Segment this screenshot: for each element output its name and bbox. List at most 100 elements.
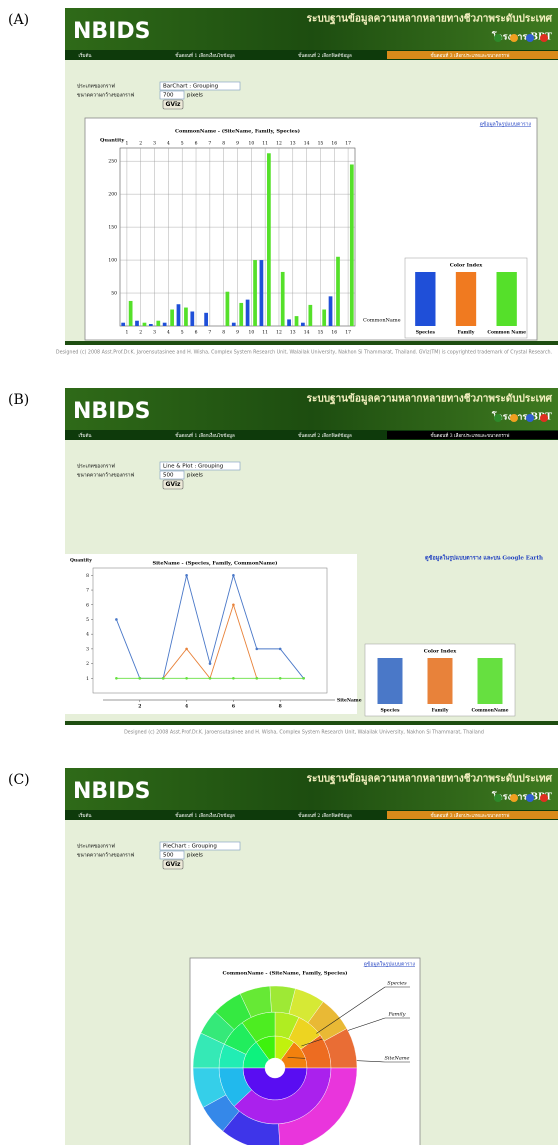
y-tick-label: 8 bbox=[86, 573, 89, 579]
legend-title: Color Index bbox=[424, 649, 458, 655]
x-tick-label-top: 13 bbox=[290, 141, 296, 147]
nav-tab[interactable]: ขั้นตอนที่ 3 เลือกประเภทและขนาดกราฟ bbox=[431, 812, 510, 819]
nav-tab[interactable]: เริ่มต้น bbox=[79, 52, 92, 59]
panel-label: (B) bbox=[8, 392, 29, 408]
line-point bbox=[185, 677, 188, 680]
nav-tab[interactable]: ขั้นตอนที่ 3 เลือกประเภทและขนาดกราฟ bbox=[431, 52, 510, 59]
y-axis-label: Quantity bbox=[100, 138, 125, 144]
line-point bbox=[279, 677, 282, 680]
x-tick-label-top: 11 bbox=[262, 141, 268, 147]
size-unit: pixels bbox=[187, 473, 203, 479]
footer: Designed (c) 2008 Asst.Prof.Dr.K. Jaroen… bbox=[124, 730, 484, 736]
size-unit: pixels bbox=[187, 93, 203, 99]
bar bbox=[156, 321, 160, 326]
nav-tab[interactable]: ขั้นตอนที่ 1 เลือกเงื่อนไขข้อมูล bbox=[175, 52, 235, 59]
header-icon bbox=[494, 414, 502, 422]
bar bbox=[350, 164, 354, 326]
y-tick-label: 50 bbox=[111, 291, 117, 297]
x-tick-label: 2 bbox=[138, 704, 141, 710]
x-tick-label-top: 10 bbox=[248, 141, 254, 147]
x-tick-label-top: 6 bbox=[195, 141, 198, 147]
x-tick-label-top: 9 bbox=[236, 141, 239, 147]
nav-tab[interactable]: ขั้นตอนที่ 1 เลือกเงื่อนไขข้อมูล bbox=[175, 432, 235, 439]
site-title: ระบบฐานข้อมูลความหลากหลายทางชีวภาพระดับป… bbox=[307, 393, 553, 406]
x-tick-label: 5 bbox=[181, 330, 184, 336]
x-tick-label: 14 bbox=[304, 330, 310, 336]
line-point bbox=[209, 677, 212, 680]
x-tick-label: 6 bbox=[195, 330, 198, 336]
x-tick-label: 9 bbox=[236, 330, 239, 336]
form-label: ประเภทของกราฟ bbox=[77, 844, 115, 850]
bar bbox=[322, 310, 326, 326]
legend-swatch bbox=[428, 658, 453, 704]
header-icon bbox=[510, 34, 518, 42]
y-tick-label: 7 bbox=[86, 588, 89, 594]
x-tick-label-top: 12 bbox=[276, 141, 282, 147]
header-icon bbox=[494, 794, 502, 802]
legend-swatch bbox=[415, 272, 435, 326]
nav-tab[interactable]: ขั้นตอนที่ 2 เลือกฟิลด์ข้อมูล bbox=[298, 432, 352, 439]
site-title: ระบบฐานข้อมูลความหลากหลายทางชีวภาพระดับป… bbox=[307, 13, 553, 26]
nav-tab[interactable]: ขั้นตอนที่ 3 เลือกประเภทและขนาดกราฟ bbox=[431, 432, 510, 439]
x-tick-label: 17 bbox=[345, 330, 351, 336]
x-tick-label: 6 bbox=[232, 704, 235, 710]
header-icon bbox=[526, 414, 534, 422]
nav-tab[interactable]: ขั้นตอนที่ 2 เลือกฟิลด์ข้อมูล bbox=[298, 812, 352, 819]
size-value: 500 bbox=[163, 853, 174, 859]
panel-label: (A) bbox=[8, 12, 29, 28]
x-tick-label-top: 17 bbox=[345, 141, 351, 147]
nav-tab[interactable]: ขั้นตอนที่ 1 เลือกเงื่อนไขข้อมูล bbox=[175, 812, 235, 819]
bar bbox=[301, 323, 305, 326]
bar bbox=[246, 300, 250, 326]
bar bbox=[329, 296, 333, 326]
x-tick-label: 2 bbox=[139, 330, 142, 336]
bar bbox=[226, 292, 230, 326]
form-label: ขนาดความกว้างของกราฟ bbox=[77, 92, 135, 99]
bar bbox=[336, 257, 340, 326]
nav-tab[interactable]: ขั้นตอนที่ 2 เลือกฟิลด์ข้อมูล bbox=[298, 52, 352, 59]
bar bbox=[253, 260, 257, 326]
y-tick-label: 2 bbox=[86, 661, 89, 667]
bar bbox=[267, 153, 271, 326]
x-tick-label: 1 bbox=[125, 330, 128, 336]
chart-title: SiteName - (Species, Family, CommonName) bbox=[153, 560, 278, 567]
table-link[interactable]: ดูข้อมูลในรูปแบบตาราง bbox=[480, 121, 532, 128]
form-label: ขนาดความกว้างของกราฟ bbox=[77, 852, 135, 859]
legend-swatch bbox=[378, 658, 403, 704]
bar bbox=[149, 324, 153, 326]
bar bbox=[184, 308, 188, 326]
legend-title: Color Index bbox=[450, 263, 484, 269]
x-tick-label: 10 bbox=[248, 330, 254, 336]
legend-label: CommonName bbox=[471, 708, 508, 714]
header-icon bbox=[526, 34, 534, 42]
y-tick-label: 250 bbox=[108, 159, 117, 165]
bar bbox=[287, 319, 291, 326]
bar bbox=[260, 260, 264, 326]
x-tick-label-top: 8 bbox=[222, 141, 225, 147]
line-point bbox=[279, 648, 282, 651]
table-link[interactable]: ดูข้อมูลในรูปแบบตาราง bbox=[364, 961, 416, 968]
nav-tab[interactable]: เริ่มต้น bbox=[79, 812, 92, 819]
legend-swatch bbox=[478, 658, 503, 704]
screenshot: NBIDSระบบฐานข้อมูลความหลากหลายทางชีวภาพร… bbox=[65, 388, 558, 725]
gviz-label: GViz bbox=[165, 861, 181, 868]
x-tick-label-top: 3 bbox=[153, 141, 156, 147]
header-icon bbox=[526, 794, 534, 802]
legend-swatch bbox=[497, 272, 517, 326]
site-title: ระบบฐานข้อมูลความหลากหลายทางชีวภาพระดับป… bbox=[307, 773, 553, 786]
x-tick-label: 16 bbox=[331, 330, 337, 336]
line-point bbox=[185, 648, 188, 651]
x-tick-label: 11 bbox=[262, 330, 268, 336]
line-point bbox=[232, 677, 235, 680]
line-point bbox=[256, 677, 259, 680]
nav-tab[interactable]: เริ่มต้น bbox=[79, 432, 92, 439]
header-icon bbox=[510, 794, 518, 802]
screenshot: NBIDS ระบบฐานข้อมูลความหลากหลายทางชีวภาพร… bbox=[65, 8, 558, 345]
bar bbox=[143, 323, 147, 326]
bar bbox=[163, 323, 167, 326]
x-tick-label-top: 15 bbox=[318, 141, 324, 147]
legend-label: Species bbox=[416, 330, 436, 336]
logo: NBIDS bbox=[73, 19, 150, 44]
panel-label: (C) bbox=[8, 772, 30, 788]
table-link[interactable]: ดูข้อมูลในรูปแบบตาราง และบน Google Earth bbox=[425, 554, 543, 563]
